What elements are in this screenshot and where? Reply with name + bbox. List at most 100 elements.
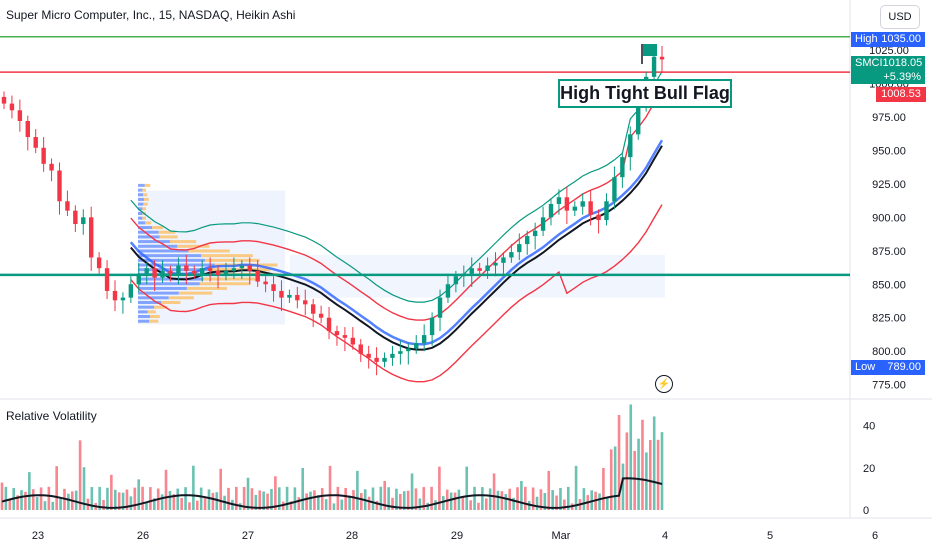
volatility-bar	[641, 420, 644, 510]
candle-body	[311, 304, 315, 313]
volatility-bar	[501, 491, 504, 510]
low-label: Low	[855, 361, 875, 374]
vp-bar-orange	[143, 193, 147, 196]
volatility-bar	[161, 494, 164, 510]
high-price-tag: High 1035.00	[851, 32, 925, 47]
volatility-panel-label: Relative Volatility	[6, 409, 97, 423]
volatility-bar	[583, 488, 586, 510]
volatility-bar	[614, 446, 617, 510]
volatility-bar	[235, 487, 238, 510]
chart-title: Super Micro Computer, Inc., 15, NASDAQ, …	[6, 8, 295, 22]
volatility-bar	[301, 468, 304, 510]
volatility-bar	[368, 497, 371, 510]
vp-bar-blue	[138, 203, 143, 206]
vp-bar-orange	[150, 315, 160, 318]
candle-body	[10, 104, 14, 111]
volatility-bar	[309, 492, 312, 510]
price-tick-label: 900.00	[872, 212, 906, 224]
candle-body	[549, 204, 553, 217]
vp-bar-orange	[179, 292, 212, 295]
candle-body	[105, 268, 109, 291]
candle-body	[248, 266, 252, 271]
candle-body	[97, 257, 101, 268]
low-price-tag: Low 789.00	[851, 360, 925, 375]
volatility-bar	[419, 498, 422, 510]
volatility-bar	[598, 493, 601, 510]
candle-body	[129, 284, 133, 297]
vp-bar-blue	[138, 221, 145, 224]
candle-body	[89, 217, 93, 257]
volatility-bar	[149, 487, 152, 510]
price-tick-label: 875.00	[872, 246, 906, 258]
volatility-bar	[200, 488, 203, 510]
volatility-bar	[133, 488, 136, 510]
vp-bar-orange	[187, 287, 227, 290]
volatility-bar	[110, 475, 113, 510]
volatility-bar	[298, 497, 301, 510]
candle-body	[351, 338, 355, 345]
candle-body	[200, 268, 204, 273]
volatility-line	[2, 478, 662, 508]
candle-body	[279, 291, 283, 298]
volatility-bar	[606, 497, 609, 510]
volatility-bar	[536, 497, 539, 510]
volatility-bar	[44, 501, 47, 510]
vp-bar-orange	[201, 254, 253, 257]
volatility-bar	[184, 487, 187, 510]
vp-bar-orange	[160, 235, 178, 238]
volatility-bar	[516, 487, 519, 510]
vp-bar-orange	[145, 184, 151, 187]
lightning-icon[interactable]: ⚡	[655, 375, 673, 393]
volatility-bar	[372, 487, 375, 510]
candle-body	[271, 284, 275, 291]
vp-bar-orange	[188, 249, 229, 252]
candle-body	[462, 274, 466, 277]
candle-body	[216, 271, 220, 275]
vp-bar-orange	[148, 310, 156, 313]
flag-cloth	[643, 44, 657, 56]
volatility-bar	[337, 487, 340, 510]
candle-body	[406, 348, 410, 351]
time-tick-label: 23	[32, 530, 44, 542]
volatility-bar	[657, 440, 660, 510]
volatility-bar	[20, 490, 23, 510]
annotation-label[interactable]: High Tight Bull Flag	[558, 79, 732, 108]
candle-body	[295, 295, 299, 300]
candle-body	[240, 266, 244, 269]
volatility-bar	[493, 473, 496, 510]
vp-bar-blue	[138, 315, 150, 318]
candle-body	[18, 110, 22, 121]
candle-body	[398, 351, 402, 354]
vp-bar-blue	[138, 184, 145, 187]
volatility-bar	[176, 489, 179, 510]
volatility-bar	[180, 498, 183, 510]
volatility-bar	[333, 503, 336, 510]
candle-body	[144, 268, 148, 273]
candle-body	[477, 268, 481, 271]
vp-bar-blue	[138, 217, 142, 220]
last-value: 1018.05	[883, 57, 923, 69]
volatility-bar	[165, 470, 168, 510]
candle-body	[382, 358, 386, 362]
volatility-bar	[504, 494, 507, 510]
candle-body	[192, 271, 196, 274]
currency-selector[interactable]: USD	[880, 5, 920, 29]
volatility-tick-label: 0	[863, 505, 869, 517]
candle-body	[533, 231, 537, 236]
vp-bar-orange	[149, 320, 158, 323]
volatility-bar	[325, 499, 328, 510]
candle-body	[303, 300, 307, 304]
volatility-bar	[629, 404, 632, 510]
volatility-bar	[458, 490, 461, 510]
vp-bar-orange	[203, 278, 257, 281]
vp-bar-orange	[152, 226, 163, 229]
volatility-bar	[305, 493, 308, 510]
volatility-bar	[227, 488, 230, 510]
volatility-bar	[24, 492, 27, 510]
price-tick-label: 800.00	[872, 346, 906, 358]
volatility-bar	[633, 451, 636, 510]
time-tick-label: 5	[767, 530, 773, 542]
candle-body	[438, 298, 442, 318]
volatility-bar	[442, 496, 445, 510]
candle-body	[612, 177, 616, 201]
